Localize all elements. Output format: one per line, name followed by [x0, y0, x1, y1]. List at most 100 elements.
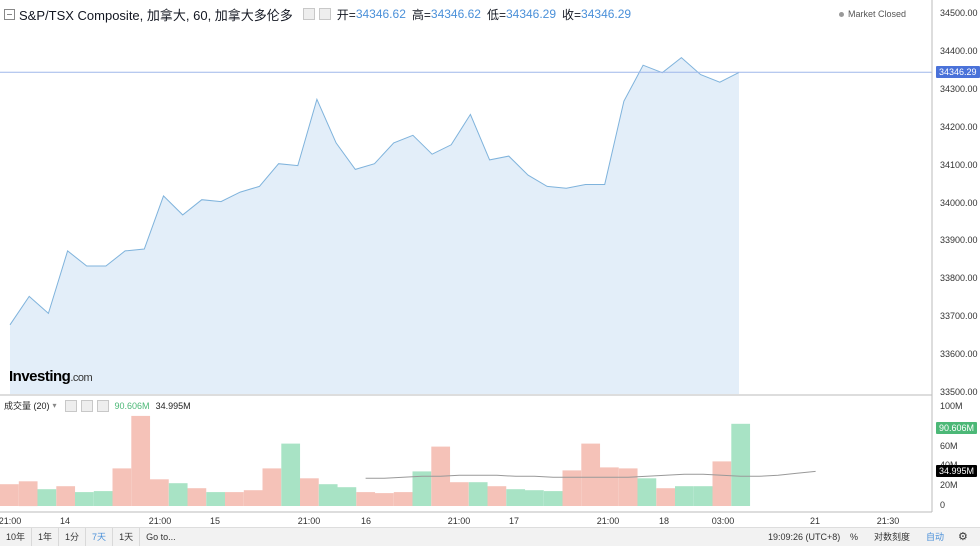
volume-bar [56, 486, 76, 506]
auto-scale-toggle[interactable]: 自动 [926, 532, 945, 542]
volume-settings-icon[interactable] [64, 399, 77, 412]
volume-bar [618, 468, 638, 506]
volume-bar [168, 483, 188, 506]
volume-ma-tag: 34.995M [936, 465, 978, 478]
volume-bar [412, 471, 432, 506]
time-axis-label: 21:00 [447, 516, 471, 526]
settings-icon[interactable] [302, 8, 315, 20]
volume-bar [693, 486, 713, 506]
volume-bar [131, 415, 151, 506]
volume-bar [243, 490, 263, 506]
range-1d[interactable]: 1天 [113, 528, 141, 546]
volume-axis-label: 100M [940, 401, 963, 411]
time-axis-label: 21 [809, 516, 821, 526]
volume-bar [318, 484, 338, 506]
open-value: 34346.62 [355, 7, 406, 21]
volume-bar [543, 491, 563, 506]
volume-bar [337, 487, 357, 506]
volume-bar [281, 443, 301, 506]
volume-bar [712, 461, 732, 506]
volume-visibility-icon[interactable] [80, 399, 93, 412]
logo-suffix: .com [70, 372, 93, 384]
volume-axis-label: 20M [940, 480, 958, 491]
time-axis-label: 21:00 [148, 516, 172, 526]
range-10y[interactable]: 10年 [0, 528, 33, 546]
price-axis-label: 33500.00 [940, 387, 978, 397]
gear-icon[interactable]: ⚙ [958, 531, 968, 543]
time-axis-label: 21:30 [876, 516, 900, 526]
volume-bars [0, 415, 751, 507]
goto-button[interactable]: Go to... [146, 532, 176, 542]
volume-bar [562, 470, 582, 506]
price-axis-label: 34300.00 [940, 83, 978, 94]
price-axis-label: 33600.00 [940, 349, 978, 360]
volume-value-b: 34.995M [155, 400, 191, 411]
volume-bar [487, 486, 507, 506]
volume-bar [675, 486, 694, 506]
volume-bar [0, 484, 19, 506]
logo-name: Investing [9, 368, 71, 385]
volume-bar [731, 423, 751, 506]
volume-bar [300, 478, 319, 506]
price-axis-label: 34200.00 [940, 121, 978, 132]
time-axis-label: 03:00 [711, 516, 735, 526]
price-axis-label: 34400.00 [940, 45, 978, 56]
close-label: 收= [562, 7, 582, 22]
dropdown-icon[interactable]: ▾ [52, 401, 57, 410]
volume-bar [225, 492, 244, 506]
volume-bar [112, 468, 132, 506]
volume-bar [150, 479, 169, 506]
chart-header: S&P/TSX Composite, 加拿大, 60, 加拿大多伦多 开= 343… [0, 0, 631, 28]
high-value: 34346.62 [430, 7, 481, 21]
status-dot-icon [838, 11, 844, 17]
volume-axis-label: 60M [940, 440, 958, 451]
volume-ma-line [365, 470, 816, 479]
market-status: Market Closed [838, 9, 906, 19]
visibility-icon[interactable] [318, 8, 331, 20]
volume-bar [262, 468, 282, 506]
current-price-tag: 34346.29 [936, 66, 980, 79]
price-axis-label: 33900.00 [940, 235, 978, 246]
time-axis-label: 15 [209, 516, 221, 526]
volume-top-tag: 90.606M [936, 421, 978, 434]
volume-bar [393, 492, 413, 506]
volume-bar [468, 482, 488, 506]
percent-toggle[interactable]: % [850, 532, 859, 542]
volume-bar [656, 488, 676, 506]
investing-logo: Investing.com [9, 368, 93, 385]
volume-bar [600, 467, 619, 506]
volume-bar [581, 443, 601, 506]
range-1m[interactable]: 1分 [59, 528, 87, 546]
volume-bar [356, 492, 376, 506]
volume-label: 成交量 (20) [4, 401, 50, 411]
volume-bar [75, 492, 94, 506]
range-1y[interactable]: 1年 [32, 528, 60, 546]
market-status-text: Market Closed [847, 9, 906, 19]
price-area [10, 57, 739, 394]
time-axis-label: 21:00 [297, 516, 321, 526]
volume-value-a: 90.606M [114, 400, 150, 411]
collapse-icon[interactable] [4, 8, 15, 20]
time-axis-label: 18 [658, 516, 670, 526]
volume-bar [187, 488, 207, 506]
log-scale-toggle[interactable]: 对数刻度 [874, 532, 911, 542]
price-axis-label: 33700.00 [940, 311, 978, 322]
price-axis-label: 34500.00 [940, 8, 978, 18]
volume-header: 成交量 (20) ▾ 90.606M 34.995M [4, 399, 191, 412]
volume-bar [206, 492, 226, 506]
volume-close-icon[interactable] [96, 399, 109, 412]
price-axis-label: 34100.00 [940, 159, 978, 170]
volume-bar [637, 478, 657, 506]
time-axis-label: 21:00 [596, 516, 620, 526]
time-axis-label: 14 [59, 516, 71, 526]
clock-text: 19:09:26 (UTC+8) [768, 532, 841, 542]
volume-bar [506, 489, 526, 506]
price-line [9, 56, 740, 326]
time-axis-label: 21:00 [0, 516, 22, 526]
open-label: 开= [336, 7, 356, 22]
range-7d[interactable]: 7天 [86, 528, 114, 546]
time-axis-label: 17 [508, 516, 520, 526]
time-axis-label: 16 [360, 516, 372, 526]
